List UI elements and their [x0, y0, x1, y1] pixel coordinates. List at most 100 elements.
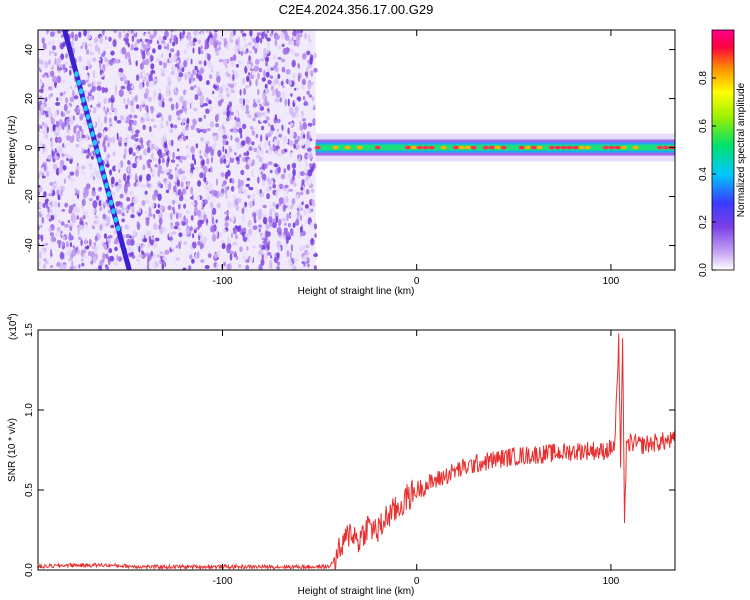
- heatmap-cell: [104, 163, 110, 168]
- heatmap-cell: [241, 207, 245, 214]
- heatmap-cell: [38, 192, 41, 196]
- heatmap-cell: [272, 264, 275, 270]
- heatmap-cell: [275, 194, 278, 198]
- heatmap-cell: [244, 42, 248, 48]
- heatmap-cell: [164, 56, 168, 64]
- heatmap-cell: [204, 39, 208, 47]
- heatmap-cell: [194, 206, 198, 214]
- spectrogram-xlabel: Height of straight line (km): [298, 286, 415, 297]
- heatmap-cell: [193, 192, 198, 196]
- heatmap-cell: [155, 209, 161, 215]
- heatmap-cell: [130, 135, 136, 140]
- heatmap-cell: [307, 59, 310, 64]
- heatmap-cell: [215, 178, 219, 186]
- heatmap-cell: [293, 143, 296, 149]
- heatmap-cell: [142, 124, 146, 130]
- heatmap-cell: [285, 68, 291, 75]
- heatmap-cell: [109, 255, 115, 262]
- heatmap-cell: [147, 51, 150, 56]
- heatmap-cell: [271, 88, 275, 97]
- heatmap-cell: [173, 225, 178, 230]
- heatmap-cell: [210, 166, 213, 173]
- heatmap-cell: [187, 104, 191, 109]
- heatmap-cell: [99, 68, 102, 76]
- heatmap-cell: [70, 181, 74, 189]
- heatmap-cell: [255, 209, 259, 215]
- heatmap-cell: [214, 189, 218, 198]
- heatmap-cell: [162, 256, 168, 262]
- carrier-peak: [404, 145, 411, 150]
- heatmap-cell: [56, 240, 62, 245]
- heatmap-cell: [56, 75, 62, 84]
- heatmap-cell: [65, 118, 70, 127]
- carrier-peak: [602, 145, 609, 150]
- heatmap-cell: [180, 240, 182, 245]
- carrier-peak: [554, 145, 561, 150]
- heatmap-cell: [158, 204, 164, 211]
- heatmap-cell: [173, 54, 177, 61]
- heatmap-cell: [75, 134, 80, 138]
- heatmap-cell: [308, 41, 313, 49]
- heatmap-cell: [226, 263, 231, 270]
- heatmap-cell: [99, 187, 102, 191]
- heatmap-cell: [38, 260, 41, 267]
- heatmap-cell: [136, 181, 141, 188]
- heatmap-cell: [179, 109, 184, 114]
- heatmap-cell: [276, 252, 280, 258]
- heatmap-cell: [237, 264, 242, 269]
- heatmap-cell: [161, 121, 164, 127]
- heatmap-cell: [280, 31, 285, 40]
- heatmap-cell: [128, 251, 132, 257]
- heatmap-cell: [168, 169, 172, 173]
- heatmap-cell: [54, 58, 57, 65]
- heatmap-cell: [51, 40, 55, 45]
- heatmap-cell: [64, 223, 69, 228]
- heatmap-cell: [239, 89, 242, 96]
- heatmap-cell: [283, 128, 288, 135]
- heatmap-cell: [161, 157, 165, 164]
- heatmap-cell: [99, 35, 103, 44]
- heatmap-cell: [115, 201, 120, 207]
- heatmap-cell: [146, 183, 151, 188]
- heatmap-cell: [158, 183, 162, 187]
- heatmap-cell: [126, 197, 131, 202]
- heatmap-cell: [183, 156, 187, 161]
- heatmap-cell: [255, 214, 258, 222]
- heatmap-cell: [179, 62, 184, 67]
- heatmap-cell: [268, 215, 273, 223]
- heatmap-cell: [113, 107, 118, 116]
- heatmap-cell: [146, 225, 150, 233]
- heatmap-cell: [156, 58, 160, 63]
- heatmap-cell: [59, 159, 65, 167]
- heatmap-cell: [53, 155, 58, 160]
- carrier-peak: [470, 145, 477, 150]
- heatmap-cell: [242, 249, 246, 256]
- heatmap-cell: [286, 188, 289, 195]
- heatmap-cell: [201, 235, 204, 241]
- heatmap-cell: [145, 218, 150, 227]
- heatmap-cell: [88, 144, 94, 148]
- heatmap-cell: [58, 219, 61, 224]
- heatmap-cell: [71, 260, 74, 267]
- heatmap-cell: [276, 265, 280, 270]
- heatmap-cell: [120, 85, 126, 90]
- heatmap-cell: [235, 255, 239, 261]
- heatmap-cell: [86, 183, 91, 190]
- heatmap-cell: [63, 103, 68, 112]
- heatmap-cell: [103, 116, 108, 124]
- snr-series-line: [38, 333, 675, 570]
- heatmap-cell: [165, 120, 169, 127]
- heatmap-cell: [244, 50, 248, 55]
- heatmap-cell: [59, 251, 65, 260]
- heatmap-cell: [242, 32, 247, 38]
- snr-exponent: (x104): [7, 313, 19, 340]
- heatmap-cell: [57, 185, 60, 190]
- heatmap-cell: [182, 175, 187, 181]
- heatmap-cell: [142, 164, 146, 171]
- heatmap-cell: [165, 189, 170, 193]
- heatmap-cell: [257, 212, 262, 220]
- heatmap-cell: [175, 244, 179, 249]
- heatmap-cell: [302, 245, 306, 251]
- heatmap-cell: [291, 162, 297, 169]
- heatmap-cell: [241, 140, 246, 147]
